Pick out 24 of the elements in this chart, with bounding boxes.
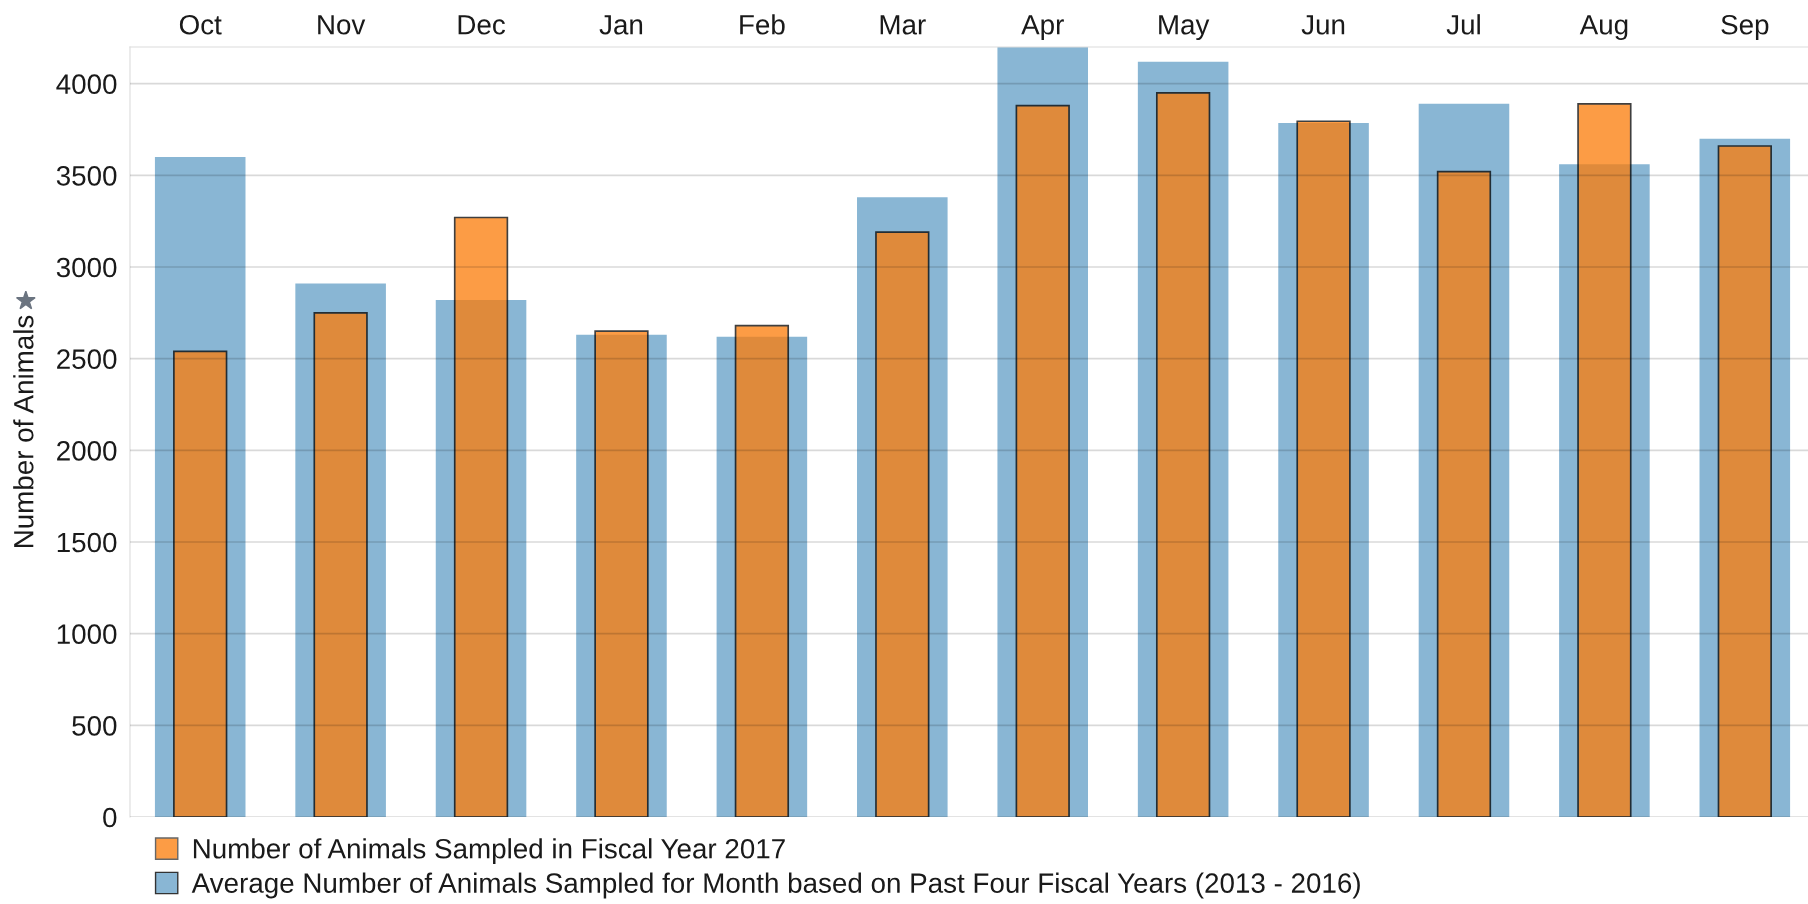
- y-tick-label: 1000: [57, 624, 117, 645]
- x-tick-label: Apr: [1021, 15, 1064, 41]
- legend-label: Average Number of Animals Sampled for Month based on Past Four Fiscal Years (2013 - 2016): [191, 872, 1360, 899]
- x-tick-label: Feb: [740, 14, 785, 35]
- x-tick-label: May: [1159, 15, 1210, 41]
- x-tick-label: Nov: [318, 15, 366, 35]
- legend-label: Number of Animals Sampled in Fiscal Year 2017: [193, 838, 785, 865]
- y-tick-label: 4000: [56, 74, 117, 95]
- y-tick-label: 2000: [57, 441, 117, 461]
- y-tick-label: 500: [72, 716, 117, 736]
- y-tick-label: 0: [103, 807, 117, 828]
- y-tick-label: 3000: [56, 257, 117, 278]
- x-tick-label: Dec: [458, 15, 506, 35]
- y-tick-label: 2500: [57, 349, 117, 370]
- x-tick-label: Jan: [599, 15, 643, 35]
- y-axis-title: Number of Animals: [13, 315, 34, 548]
- x-tick-label: Aug: [1579, 15, 1628, 41]
- y-tick-label: 3500: [56, 166, 117, 186]
- x-tick-label: Mar: [880, 15, 926, 35]
- x-tick-label: Jun: [1301, 15, 1345, 35]
- y-tick-label: 1500: [57, 532, 117, 553]
- x-tick-label: Jul: [1446, 14, 1480, 35]
- x-tick-label: Sep: [1721, 14, 1769, 41]
- x-tick-label: Oct: [179, 14, 222, 35]
